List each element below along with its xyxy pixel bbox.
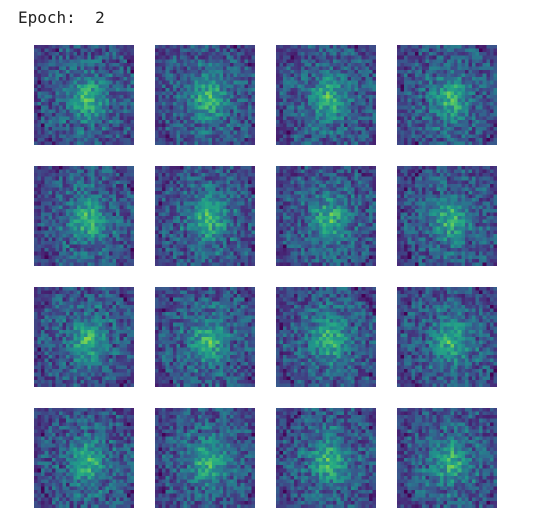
epoch-value: 2: [95, 8, 105, 27]
generated-sample-tile: [397, 287, 497, 387]
generated-sample-tile: [276, 166, 376, 266]
generated-sample-tile: [276, 408, 376, 508]
generated-sample-tile: [34, 45, 134, 145]
generated-sample-tile: [155, 408, 255, 508]
generated-sample-tile: [155, 287, 255, 387]
generated-sample-tile: [276, 287, 376, 387]
epoch-readout: Epoch: 2: [18, 8, 105, 28]
generated-sample-tile: [155, 166, 255, 266]
generated-sample-tile: [397, 166, 497, 266]
generated-sample-tile: [34, 166, 134, 266]
epoch-label: Epoch:: [18, 8, 76, 27]
generated-sample-tile: [34, 408, 134, 508]
generated-sample-tile: [397, 408, 497, 508]
generated-sample-tile: [155, 45, 255, 145]
generated-sample-tile: [276, 45, 376, 145]
generated-sample-tile: [34, 287, 134, 387]
generated-sample-tile: [397, 45, 497, 145]
